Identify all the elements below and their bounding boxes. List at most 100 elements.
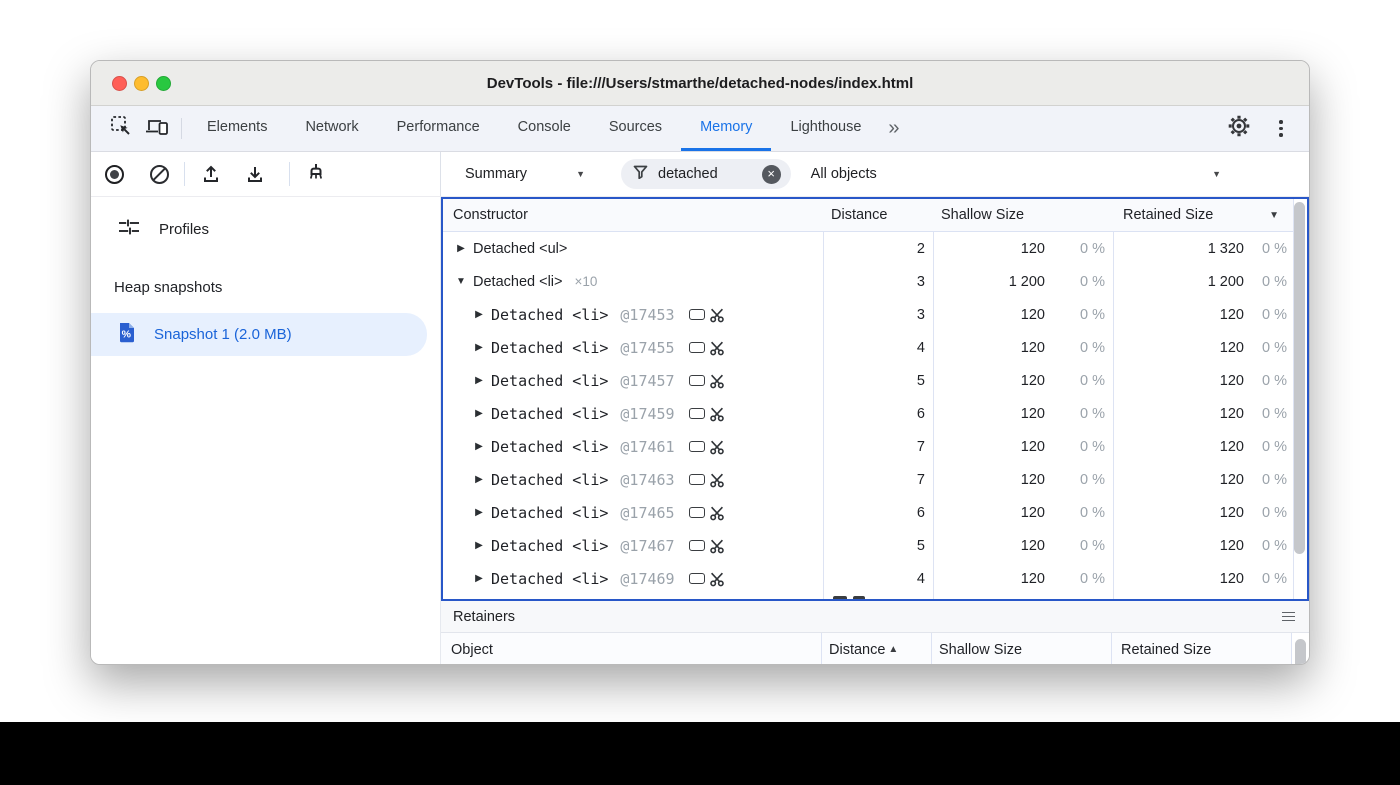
tab-network[interactable]: Network <box>286 106 377 151</box>
shallow-size-value: 120 <box>1020 306 1045 323</box>
clear-brush-button[interactable] <box>305 161 327 188</box>
detached-scissors-icon <box>709 505 725 521</box>
tab-elements[interactable]: Elements <box>188 106 286 151</box>
class-filter-input[interactable]: detached × <box>621 159 791 189</box>
reveal-in-elements-icon[interactable] <box>688 540 705 551</box>
instance-count: ×10 <box>574 274 598 289</box>
tab-memory[interactable]: Memory <box>681 106 772 151</box>
heap-row[interactable]: ▶ Detached <li> @17453 3 120 0 % 120 0 % <box>443 298 1293 331</box>
reveal-in-elements-icon[interactable] <box>688 309 705 320</box>
retained-size-value: 120 <box>1219 372 1244 389</box>
customize-devtools-menu-button[interactable] <box>1263 120 1299 137</box>
shallow-size-percent: 0 % <box>1080 570 1105 587</box>
column-header-retained-size[interactable]: Retained Size ▼ <box>1113 207 1293 223</box>
column-divider <box>821 633 822 664</box>
inspect-element-button[interactable] <box>103 106 139 151</box>
heap-row[interactable]: ▶ Detached <li> @17457 5 120 0 % 120 0 % <box>443 364 1293 397</box>
tab-performance[interactable]: Performance <box>378 106 499 151</box>
grid-scrollbar-thumb[interactable] <box>1294 202 1305 554</box>
heap-row[interactable]: ▶ Detached <li> @17459 6 120 0 % 120 0 % <box>443 397 1293 430</box>
expand-arrow-icon[interactable]: ▶ <box>475 342 483 353</box>
expand-arrow-icon[interactable]: ▶ <box>475 474 483 485</box>
distance-value: 6 <box>916 405 925 422</box>
constructor-name: Detached <li> <box>473 273 563 290</box>
tab-label: Memory <box>700 119 753 135</box>
expand-arrow-icon[interactable]: ▶ <box>475 375 483 386</box>
zoom-window-button[interactable] <box>156 76 171 91</box>
clear-profiles-button[interactable] <box>150 164 169 184</box>
shallow-size-percent: 0 % <box>1080 438 1105 455</box>
expand-arrow-icon[interactable]: ▶ <box>475 441 483 452</box>
heap-row[interactable]: ▶ Detached <li> @17469 4 120 0 % 120 0 % <box>443 562 1293 595</box>
expand-arrow-icon[interactable]: ▶ <box>457 243 465 254</box>
heap-row[interactable]: ▼ Detached <li> ×10 3 1 200 0 % 1 200 0 … <box>443 265 1293 298</box>
tab-label: Lighthouse <box>790 119 862 135</box>
column-divider <box>1293 199 1294 599</box>
heap-row[interactable]: ▶ Detached <li> @17467 5 120 0 % 120 0 % <box>443 529 1293 562</box>
expand-arrow-icon[interactable]: ▶ <box>475 408 483 419</box>
heap-row[interactable]: ▶ Detached <li> @17455 4 120 0 % 120 0 % <box>443 331 1293 364</box>
expand-arrow-icon[interactable]: ▶ <box>475 309 483 320</box>
record-heap-snapshot-button[interactable] <box>105 164 124 184</box>
column-header-shallow-size[interactable]: Shallow Size <box>941 207 1025 223</box>
expand-arrow-icon[interactable]: ▶ <box>475 573 483 584</box>
expand-arrow-icon[interactable]: ▶ <box>475 507 483 518</box>
distance-value: 5 <box>916 372 925 389</box>
reveal-in-elements-icon[interactable] <box>688 408 705 419</box>
detached-scissors-icon <box>709 373 725 389</box>
screen-letterbox <box>0 722 1400 785</box>
close-window-button[interactable] <box>112 76 127 91</box>
sidebar-item-profiles[interactable]: Profiles <box>91 209 440 249</box>
column-header-retained-size[interactable]: Retained Size <box>1121 641 1212 658</box>
settings-button[interactable] <box>1221 114 1257 143</box>
column-divider <box>933 199 934 599</box>
tab-console[interactable]: Console <box>499 106 590 151</box>
toggle-device-toolbar-button[interactable] <box>139 106 175 151</box>
devtools-window: DevTools - file:///Users/stmarthe/detach… <box>90 60 1310 665</box>
expand-arrow-icon[interactable]: ▼ <box>456 276 466 287</box>
retained-size-percent: 0 % <box>1262 405 1287 422</box>
object-scope-select[interactable]: All objects ▼ <box>811 166 1309 182</box>
column-header-shallow-size[interactable]: Shallow Size <box>939 641 1023 658</box>
column-header-distance[interactable]: Distance <box>831 207 888 223</box>
constructor-cell: ▶ Detached <li> @17469 <box>443 570 823 588</box>
constructor-cell: ▶ Detached <li> @17457 <box>443 372 823 390</box>
heap-row[interactable]: ▶ Detached <li> @17463 7 120 0 % 120 0 % <box>443 463 1293 496</box>
perspective-select[interactable]: Summary ▼ <box>465 166 585 182</box>
retainers-header-bar: Retainers <box>441 601 1309 633</box>
load-profile-button[interactable] <box>200 163 222 185</box>
heap-row[interactable]: ▶ Detached <li> @17461 7 120 0 % 120 0 % <box>443 430 1293 463</box>
column-divider <box>1291 633 1292 664</box>
clipped-next-row[interactable] <box>443 595 1307 599</box>
heap-row[interactable]: ▶ Detached <li> @17465 6 120 0 % 120 0 % <box>443 496 1293 529</box>
shallow-size-percent: 0 % <box>1080 471 1105 488</box>
reveal-in-elements-icon[interactable] <box>688 573 705 584</box>
clipped-row-icons <box>833 596 847 599</box>
sidebar-item-snapshot-1[interactable]: % Snapshot 1 (2.0 MB) <box>91 313 427 356</box>
constructor-cell: ▶ Detached <ul> <box>443 241 823 257</box>
reveal-in-elements-icon[interactable] <box>688 474 705 485</box>
column-header-object[interactable]: Object <box>451 641 493 658</box>
reveal-in-elements-icon[interactable] <box>688 342 705 353</box>
distance-value: 3 <box>916 273 925 290</box>
tab-sources[interactable]: Sources <box>590 106 681 151</box>
reveal-in-elements-icon[interactable] <box>688 441 705 452</box>
column-header-distance[interactable]: Distance ▲ <box>821 642 931 658</box>
retained-size-value: 120 <box>1219 471 1244 488</box>
column-header-constructor[interactable]: Constructor <box>453 207 528 223</box>
retainers-scrollbar-thumb[interactable] <box>1295 639 1306 664</box>
more-tabs-icon[interactable]: » <box>888 117 900 139</box>
tab-lighthouse[interactable]: Lighthouse <box>771 106 880 151</box>
clear-filter-button[interactable]: × <box>761 164 781 184</box>
titlebar: DevTools - file:///Users/stmarthe/detach… <box>91 61 1309 106</box>
detached-scissors-icon <box>709 472 725 488</box>
filter-text: detached <box>658 166 718 182</box>
reveal-in-elements-icon[interactable] <box>688 375 705 386</box>
reveal-in-elements-icon[interactable] <box>688 507 705 518</box>
expand-arrow-icon[interactable]: ▶ <box>475 540 483 551</box>
gear-icon <box>1227 114 1251 143</box>
retainers-menu-icon[interactable] <box>1282 611 1295 622</box>
save-profile-button[interactable] <box>244 163 266 185</box>
minimize-window-button[interactable] <box>134 76 149 91</box>
heap-row[interactable]: ▶ Detached <ul> 2 120 0 % 1 320 0 % <box>443 232 1293 265</box>
